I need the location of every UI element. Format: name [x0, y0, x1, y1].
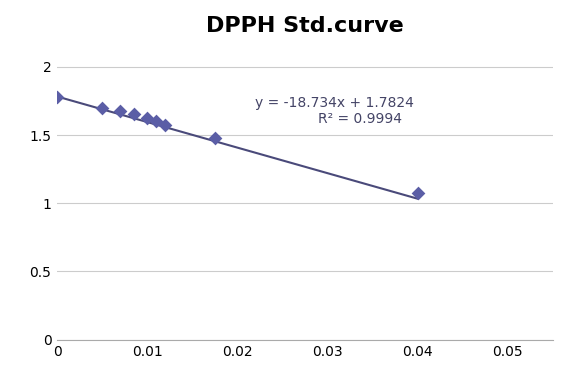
- Point: [142, 115, 152, 122]
- Point: [129, 111, 138, 117]
- Text: y = -18.734x + 1.7824: y = -18.734x + 1.7824: [255, 96, 414, 110]
- Point: [413, 190, 422, 196]
- Point: [116, 108, 125, 115]
- Point: [97, 105, 107, 111]
- Point: [161, 122, 170, 128]
- Title: DPPH Std.curve: DPPH Std.curve: [206, 17, 404, 36]
- Point: [152, 118, 161, 124]
- Text: R² = 0.9994: R² = 0.9994: [319, 112, 402, 126]
- Point: [210, 135, 219, 141]
- Point: [52, 93, 62, 100]
